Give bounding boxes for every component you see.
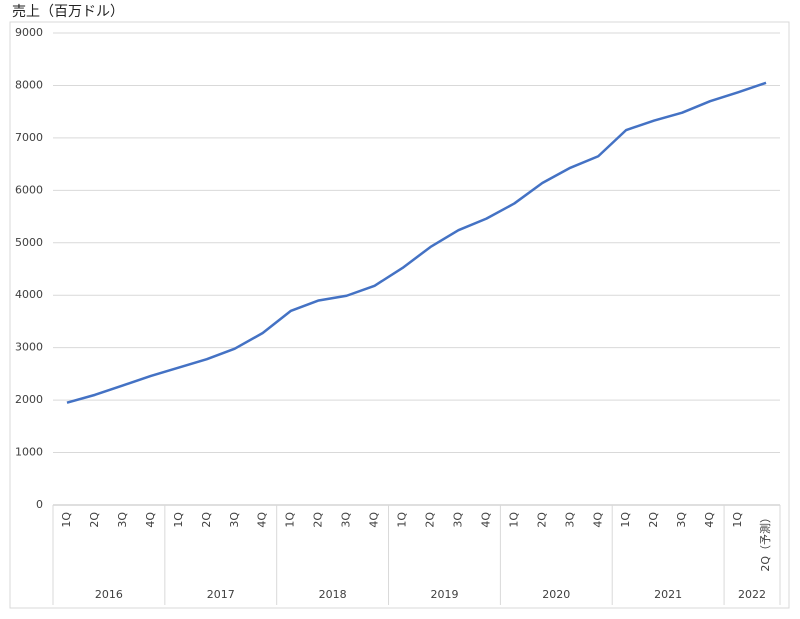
x-tick-label: 3Q (228, 512, 241, 528)
y-tick-label: 9000 (15, 26, 43, 39)
x-group-label: 2018 (319, 588, 347, 601)
x-tick-label: 2Q (200, 512, 213, 528)
x-tick-label: 3Q (675, 512, 688, 528)
x-tick-label: 1Q (60, 512, 73, 528)
x-group-label: 2017 (207, 588, 235, 601)
x-tick-label: 2Q (312, 512, 325, 528)
y-tick-label: 3000 (15, 341, 43, 354)
x-tick-label: 2Q (647, 512, 660, 528)
x-tick-label: 3Q (116, 512, 129, 528)
x-tick-label: 3Q (340, 512, 353, 528)
y-tick-label: 8000 (15, 78, 43, 91)
x-tick-label: 1Q (731, 512, 744, 528)
x-tick-label: 3Q (563, 512, 576, 528)
x-tick-label: 4Q (368, 512, 381, 528)
y-tick-label: 5000 (15, 236, 43, 249)
y-tick-label: 2000 (15, 393, 43, 406)
line-series (66, 81, 767, 404)
x-tick-label: 1Q (396, 512, 409, 528)
x-tick-label: 4Q (144, 512, 157, 528)
x-tick-label: 1Q (619, 512, 632, 528)
y-tick-label: 0 (36, 498, 43, 511)
y-tick-label: 1000 (15, 446, 43, 459)
x-tick-label: 1Q (507, 512, 520, 528)
x-group-label: 2020 (542, 588, 570, 601)
x-group-label: 2022 (738, 588, 766, 601)
x-tick-label: 2Q (423, 512, 436, 528)
y-tick-label: 4000 (15, 288, 43, 301)
chart-title: 売上（百万ドル） (12, 4, 124, 20)
x-tick-label: 1Q (172, 512, 185, 528)
y-tick-label: 7000 (15, 131, 43, 144)
x-group-label: 2021 (654, 588, 682, 601)
x-tick-label: 2Q (88, 512, 101, 528)
x-group-label: 2016 (95, 588, 123, 601)
chart-frame (9, 21, 790, 609)
x-tick-label: 1Q (284, 512, 297, 528)
x-tick-label: 4Q (703, 512, 716, 528)
x-tick-label: 2Q（予測） (758, 512, 772, 572)
x-tick-label: 4Q (479, 512, 492, 528)
x-group-label: 2019 (430, 588, 458, 601)
y-tick-label: 6000 (15, 183, 43, 196)
x-tick-label: 3Q (451, 512, 464, 528)
x-tick-label: 4Q (591, 512, 604, 528)
x-tick-label: 2Q (535, 512, 548, 528)
x-tick-label: 4Q (256, 512, 269, 528)
